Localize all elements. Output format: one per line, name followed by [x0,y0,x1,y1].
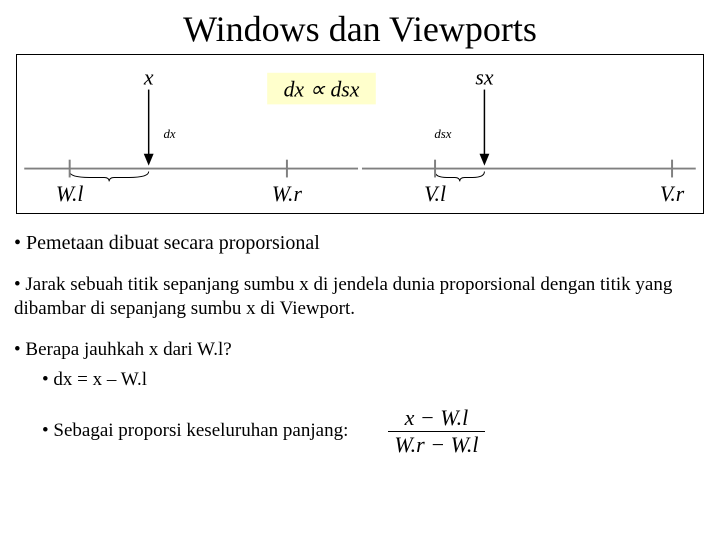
right-brace [435,172,484,182]
fraction-numerator: x − W.l [388,405,484,432]
bullet-2: Jarak sebuah titik sepanjang sumbu x di … [14,273,706,321]
sub-bullet-1: dx = x – W.l [42,369,706,391]
bullet-1: Pemetaan dibuat secara proporsional [14,232,706,255]
left-mark-l: W.l [56,182,84,206]
left-top-label: x [143,66,154,90]
right-top-label: sx [475,66,493,90]
formula-text: dx ∝ dsx [284,77,360,101]
left-brace-label: dx [163,127,175,141]
bullet-3-text: Berapa jauhkah x dari W.l? [25,339,231,360]
diagram-box: dx ∝ dsx x dx W.l W.r sx dsx V.l V.r [16,54,704,214]
slide-title: Windows dan Viewports [0,0,720,54]
sub-bullet-2-text: Sebagai proporsi keseluruhan panjang: [42,420,348,442]
fraction-denominator: W.r − W.l [388,432,484,458]
left-brace [70,172,149,182]
left-mark-r: W.r [272,182,303,206]
right-arrow-head [479,154,489,166]
diagram-svg: dx ∝ dsx x dx W.l W.r sx dsx V.l V.r [17,55,703,213]
right-mark-r: V.r [660,182,685,206]
fraction: x − W.l W.r − W.l [388,405,484,458]
right-brace-label: dsx [434,127,451,141]
bullet-list: Pemetaan dibuat secara proporsional Jara… [0,214,720,458]
sub-bullet-2: Sebagai proporsi keseluruhan panjang: x … [42,405,706,458]
left-arrow-head [144,154,154,166]
bullet-3: Berapa jauhkah x dari W.l? dx = x – W.l … [14,339,706,458]
right-mark-l: V.l [424,182,446,206]
